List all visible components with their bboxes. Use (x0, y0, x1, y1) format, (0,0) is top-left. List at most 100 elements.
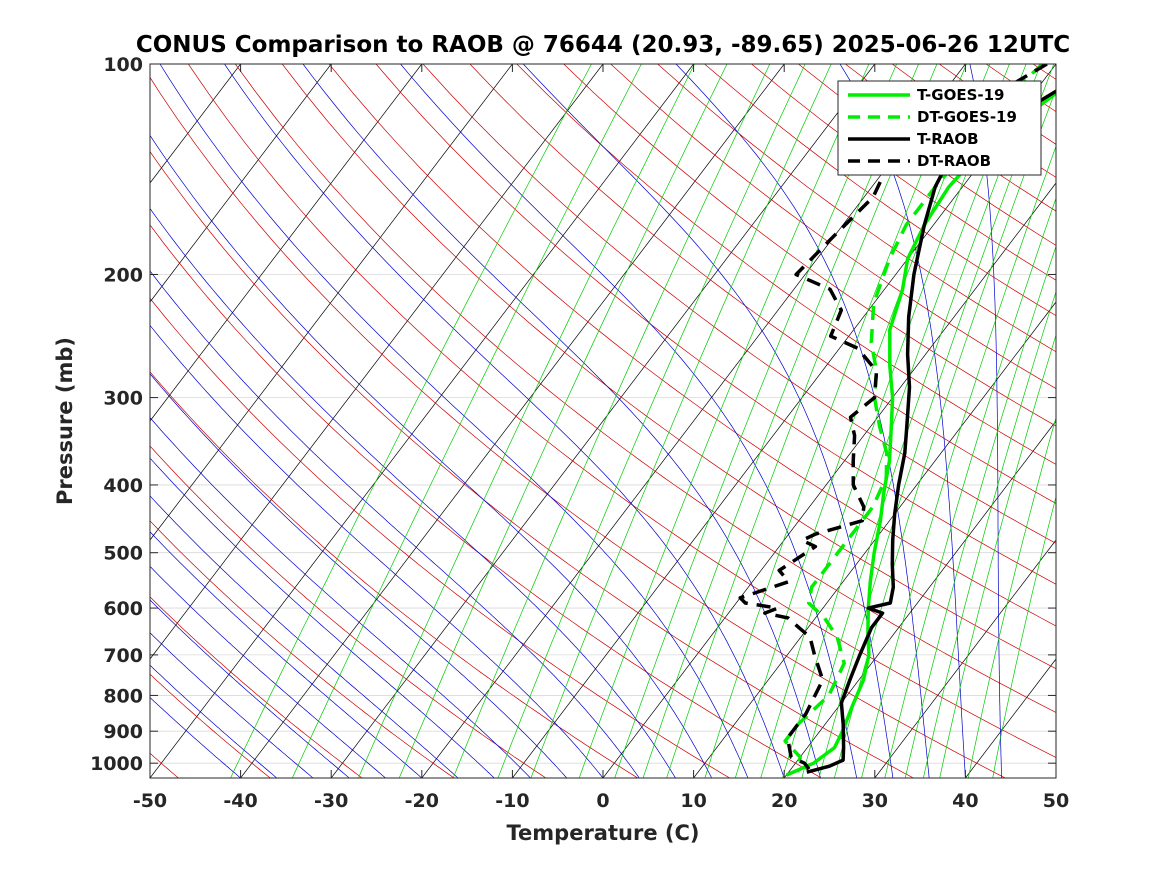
x-tick-label: -10 (495, 790, 529, 812)
dry-adiabat-line (150, 673, 271, 778)
moist-adiabat-line (150, 495, 459, 778)
series-line-dt-raob (738, 64, 1048, 771)
y-tick-label: 300 (103, 388, 143, 410)
mixing-ratio-line (642, 64, 919, 778)
dry-adiabat-line (422, 64, 1056, 544)
isotherm-line (874, 539, 1056, 778)
chart-title: CONUS Comparison to RAOB @ 76644 (20.93,… (136, 32, 1070, 58)
dry-adiabat-line (328, 64, 1056, 627)
dry-adiabat-line (150, 520, 455, 778)
moist-adiabat-line (675, 64, 930, 778)
dry-adiabat-line (281, 64, 1056, 670)
isotherm-line (693, 301, 1056, 778)
moist-adiabat-line (969, 64, 1002, 778)
moist-adiabat-line (150, 697, 241, 778)
dry-adiabat-line (375, 64, 1056, 585)
mixing-ratio-line (291, 64, 642, 778)
x-tick-label: -50 (133, 790, 167, 812)
moist-adiabat-line (150, 565, 386, 778)
moist-adiabat-line (150, 531, 423, 778)
moist-adiabat-line (150, 457, 495, 778)
mixing-ratio-line (358, 64, 695, 778)
mixing-ratio-line (939, 333, 1056, 778)
mixing-ratio-line (923, 290, 1056, 778)
isotherm-line (240, 64, 785, 778)
dry-adiabat-line (150, 596, 363, 778)
mixing-ratio-line (704, 64, 967, 778)
x-tick-label: 50 (1043, 790, 1069, 812)
legend-label-dt-goes: DT-GOES-19 (917, 108, 1017, 126)
x-tick-label: 30 (862, 790, 888, 812)
y-tick-label: 500 (103, 543, 143, 565)
moist-adiabat-line (400, 64, 858, 778)
isotherm-line (1055, 777, 1056, 778)
legend: T-GOES-19 DT-GOES-19 T-RAOB DT-RAOB (837, 80, 1042, 176)
dry-adiabat-line (150, 76, 1006, 778)
mixing-ratio-line (834, 88, 1056, 778)
isotherm-line (150, 64, 423, 422)
mixing-ratio-line (734, 64, 991, 778)
y-tick-label: 900 (103, 721, 143, 743)
moist-adiabat-line (159, 64, 749, 778)
dry-adiabat-line (1127, 64, 1167, 778)
y-tick-label: 700 (103, 645, 143, 667)
mixing-ratio-line (801, 64, 1042, 778)
x-tick-label: -20 (405, 790, 439, 812)
y-tick-label: 100 (103, 54, 143, 76)
moist-adiabat-line (150, 324, 604, 778)
dry-adiabat-line (150, 297, 730, 778)
mixing-ratio-line (904, 245, 1056, 778)
mixing-ratio-line (530, 64, 832, 778)
moist-adiabat-line (150, 134, 713, 778)
legend-label-dt-raob: DT-RAOB (917, 152, 991, 170)
mixing-ratio-line (666, 64, 938, 778)
mixing-ratio-line (452, 64, 771, 778)
y-tick-label: 200 (103, 264, 143, 286)
x-axis-title: Temperature (C) (507, 821, 700, 845)
x-tick-label: 40 (952, 790, 978, 812)
isotherm-line (150, 64, 694, 778)
isotherm-line (330, 64, 876, 778)
dry-adiabat-line (150, 150, 914, 778)
mixing-ratio-line (760, 64, 1010, 778)
legend-label-t-goes: T-GOES-19 (917, 86, 1004, 104)
moist-adiabat-line (302, 64, 821, 778)
moist-adiabat-line (224, 64, 785, 778)
isotherm-line (783, 420, 1056, 778)
y-tick-label: 800 (103, 685, 143, 707)
isotherm-line (150, 64, 513, 541)
moist-adiabat-line (150, 417, 531, 778)
moist-adiabat-line (150, 664, 278, 778)
mixing-ratio-line (230, 64, 592, 778)
x-tick-label: -30 (314, 790, 348, 812)
mixing-ratio-line (497, 64, 806, 778)
dry-adiabat-line (563, 64, 1056, 427)
y-axis-title: Pressure (mb) (53, 337, 77, 505)
mixing-ratio-line (967, 416, 1056, 778)
x-tick-label: 10 (680, 790, 706, 812)
y-tick-label: 600 (103, 598, 143, 620)
moist-adiabat-line (150, 599, 350, 778)
y-axis-ticks: 100 200 300 400 500 600 700 800 900 1000 (90, 54, 1056, 775)
moist-adiabat-line (150, 270, 640, 778)
isotherm-line (0, 64, 59, 778)
dry-adiabat-line (1080, 64, 1167, 778)
moist-adiabat-line (150, 207, 676, 778)
dry-adiabat-line (469, 64, 1056, 504)
series-line-dt-goes-19 (783, 64, 1044, 773)
isotherm-line (421, 64, 966, 778)
x-tick-label: 20 (771, 790, 797, 812)
mixing-ratio-line (614, 64, 897, 778)
mixing-ratio-line (884, 197, 1056, 778)
x-tick-label: 0 (596, 790, 609, 812)
mixing-ratio-line (861, 145, 1056, 778)
moist-adiabat-line (150, 373, 568, 778)
dry-adiabat-line (150, 371, 638, 778)
isotherm-line (150, 64, 332, 303)
y-tick-label: 400 (103, 475, 143, 497)
x-axis-ticks: -50 -40 -30 -20 -10 0 10 20 30 40 50 (133, 64, 1069, 812)
legend-label-t-raob: T-RAOB (917, 130, 979, 148)
y-tick-label: 1000 (90, 753, 143, 775)
dry-adiabat-line (235, 64, 1056, 713)
